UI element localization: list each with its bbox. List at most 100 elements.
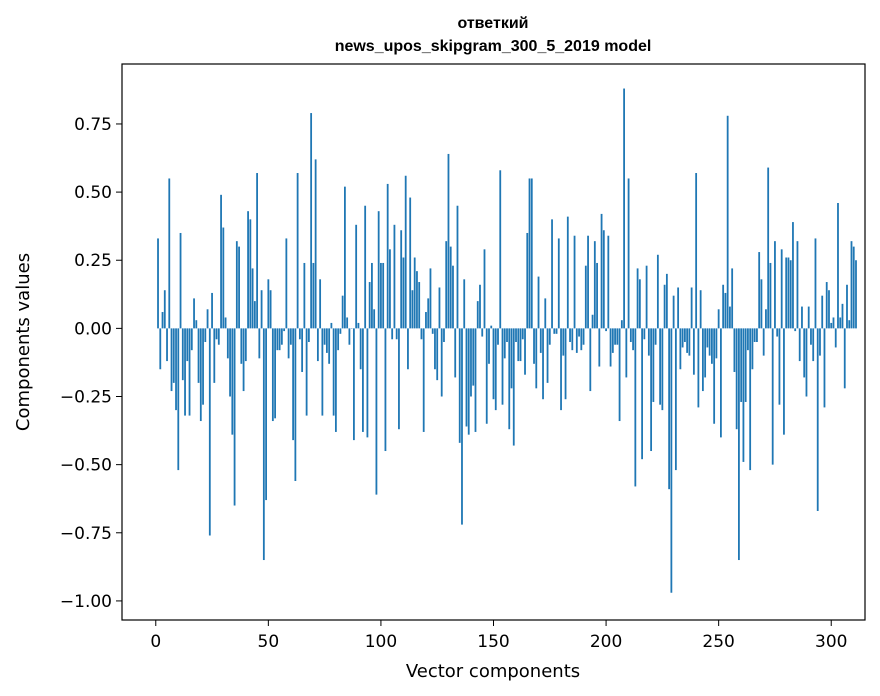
bar-component-167: [530, 178, 533, 329]
bar-component-277: [778, 328, 781, 405]
bar-component-175: [548, 328, 551, 345]
bar-component-153: [499, 170, 502, 329]
bar-component-278: [780, 249, 783, 329]
bar-component-54: [276, 328, 279, 351]
bar-component-3: [161, 312, 164, 329]
x-axis-label: Vector components: [406, 661, 580, 682]
bar-component-217: [643, 328, 646, 340]
bar-component-259: [738, 328, 740, 561]
bar-component-133: [454, 328, 457, 378]
bar-component-90: [357, 322, 360, 329]
bar-component-56: [280, 328, 283, 345]
bar-component-136: [461, 328, 463, 525]
bar-component-82: [339, 328, 342, 334]
bar-component-128: [443, 328, 445, 342]
bar-component-51: [269, 290, 272, 329]
bar-component-251: [720, 328, 722, 438]
bar-component-38: [240, 328, 243, 364]
bar-component-117: [418, 282, 421, 329]
bar-component-125: [436, 328, 439, 381]
bar-component-22: [204, 328, 207, 342]
y-axis-ticks: 0.75 0.50 0.25 0.00 −0.25 −0.50 −0.75 −1.00: [60, 115, 122, 612]
bar-component-311: [855, 260, 857, 329]
bar-component-176: [551, 219, 553, 329]
bar-component-55: [278, 328, 281, 351]
bar-component-151: [494, 328, 497, 411]
bar-component-182: [564, 328, 567, 400]
bar-component-229: [670, 328, 673, 593]
bars-group: [157, 88, 857, 593]
bar-component-230: [672, 295, 675, 329]
bar-component-29: [220, 194, 222, 329]
bar-component-31: [224, 317, 227, 329]
bar-component-96: [371, 262, 373, 329]
bar-component-75: [323, 328, 326, 345]
bar-component-134: [456, 205, 459, 329]
bar-component-18: [195, 320, 198, 329]
bar-component-249: [715, 328, 718, 359]
y-tick-label: 0.75: [74, 115, 112, 135]
bar-component-28: [217, 328, 220, 345]
bar-component-256: [731, 268, 734, 329]
bar-component-137: [463, 279, 466, 329]
bar-component-177: [553, 328, 556, 334]
bar-component-149: [490, 325, 493, 329]
bar-component-204: [614, 328, 616, 345]
y-tick-label: −0.50: [60, 456, 112, 476]
bar-component-244: [704, 328, 707, 378]
bar-component-189: [580, 328, 583, 351]
bar-component-250: [717, 309, 720, 329]
bar-component-16: [190, 328, 193, 351]
bar-component-272: [767, 167, 770, 329]
bar-component-307: [846, 284, 848, 329]
chart-title-line1: ответкий: [457, 15, 528, 32]
bar-component-15: [188, 328, 191, 416]
x-tick-label: 250: [702, 632, 734, 652]
bar-component-216: [641, 328, 643, 460]
bar-component-64: [298, 328, 301, 340]
bar-component-210: [627, 178, 630, 329]
bar-component-74: [321, 328, 324, 416]
bar-component-106: [393, 224, 396, 329]
x-axis-ticks: 0 50 100 150 200 250 300: [150, 620, 847, 652]
bar-component-261: [742, 328, 745, 462]
bar-component-267: [756, 328, 758, 342]
bar-component-48: [262, 328, 265, 561]
bar-component-164: [524, 328, 526, 375]
bar-component-116: [416, 271, 418, 329]
bar-component-295: [819, 328, 821, 356]
bar-component-162: [519, 328, 522, 362]
bar-component-199: [602, 230, 605, 329]
bar-component-113: [409, 197, 412, 329]
bar-component-69: [310, 113, 313, 329]
bar-component-156: [506, 328, 508, 342]
bar-component-253: [724, 292, 727, 329]
bar-component-290: [807, 306, 810, 329]
bar-component-23: [206, 309, 209, 329]
bar-component-285: [796, 241, 799, 329]
bar-component-219: [647, 328, 650, 356]
bar-component-180: [560, 328, 562, 411]
bar-component-212: [632, 328, 634, 351]
bar-component-9: [175, 328, 177, 411]
bar-component-7: [170, 328, 173, 392]
bar-component-142: [474, 328, 477, 432]
bar-component-120: [425, 312, 427, 329]
bar-component-47: [260, 290, 263, 329]
bar-component-252: [722, 284, 725, 329]
bar-component-166: [528, 178, 531, 329]
bar-component-301: [832, 317, 835, 329]
bar-component-302: [834, 328, 837, 348]
bar-component-239: [692, 328, 695, 375]
bar-component-205: [616, 328, 619, 345]
bar-component-111: [404, 175, 407, 329]
bar-component-141: [472, 328, 475, 386]
bar-component-36: [235, 241, 238, 329]
bar-component-72: [316, 328, 319, 362]
bar-component-146: [483, 249, 486, 329]
bar-component-135: [458, 328, 461, 443]
bar-component-213: [634, 328, 637, 487]
bar-component-274: [771, 328, 774, 465]
y-axis-label: Components values: [13, 253, 34, 431]
x-tick-label: 150: [477, 632, 509, 652]
